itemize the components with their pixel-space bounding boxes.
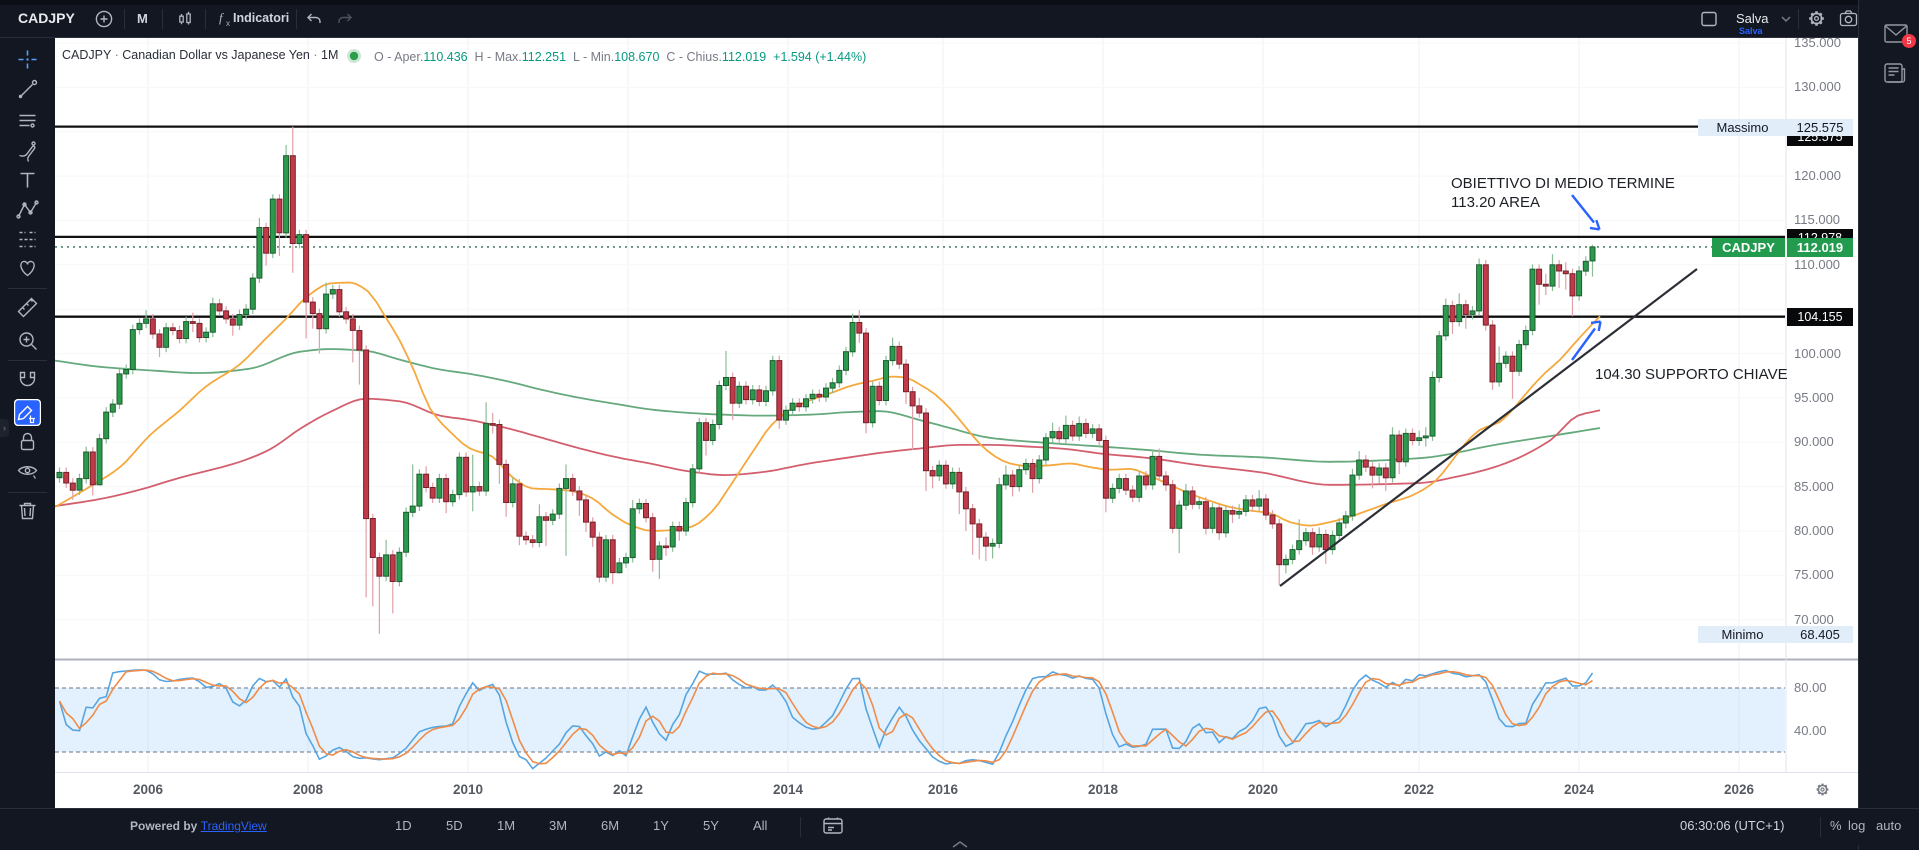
svg-text:x: x — [226, 19, 230, 28]
svg-text:f: f — [219, 10, 225, 25]
